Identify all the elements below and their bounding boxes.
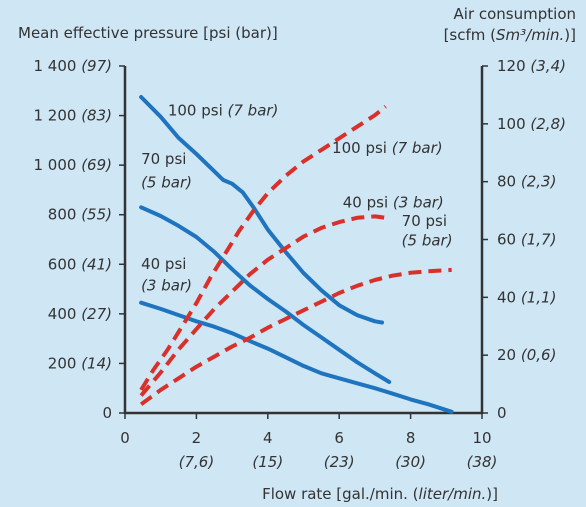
annotation-main: 70 psi: [141, 150, 186, 168]
left-tick-label: 1 000 (69): [33, 156, 112, 174]
series-annotation: 40 psi: [141, 255, 186, 273]
x-tick-label: 4: [263, 429, 273, 447]
left-tick-label: 1 400 (97): [33, 57, 112, 75]
tick-sub: (1,7): [516, 231, 556, 249]
left-tick-label: 200 (14): [48, 354, 112, 372]
x-tick-sublabel: (30): [395, 453, 426, 471]
series-annotation: 70 psi: [141, 150, 186, 168]
tick-main: 120: [497, 57, 526, 75]
tick-main: 1 400: [33, 57, 76, 75]
tick-main: 200: [48, 354, 77, 372]
label-part: Flow rate [gal./min. (: [262, 485, 418, 503]
tick-main: 0: [102, 404, 112, 422]
tick-sub: (83): [76, 107, 112, 125]
tick-sub: (2,8): [526, 115, 566, 133]
tick-main: 60: [497, 231, 516, 249]
x-tick-sublabel: (38): [467, 453, 498, 471]
tick-main: 80: [497, 173, 516, 191]
right-tick-label: 60 (1,7): [497, 231, 556, 249]
annotation-main: 70 psi: [402, 212, 447, 230]
label-part-italic: liter/min.: [419, 485, 487, 503]
x-tick-sublabel: (15): [252, 453, 283, 471]
pressure-line-1: [139, 95, 384, 325]
pressure-line-2: [139, 205, 392, 384]
tick-main: 1 000: [33, 156, 76, 174]
series-annotation: 40 psi (3 bar): [343, 193, 444, 211]
right-tick-label: 40 (1,1): [497, 288, 556, 306]
tick-main: 0: [497, 404, 507, 422]
tick-sub: (1,1): [516, 288, 556, 306]
label-part: )]: [564, 26, 576, 44]
tick-main: 20: [497, 346, 516, 364]
x-tick-label: 2: [192, 429, 202, 447]
tick-main: 800: [48, 206, 77, 224]
left-tick-label: 400 (27): [48, 305, 112, 323]
annotation-italic: (5 bar): [402, 232, 453, 250]
tick-main: 600: [48, 255, 77, 273]
tick-sub: (0,6): [516, 346, 556, 364]
label-part: )]: [486, 485, 498, 503]
tick-main: 40: [497, 288, 516, 306]
air-consumption-line-6: [139, 267, 452, 406]
series-annotation: (3 bar): [141, 276, 192, 294]
annotation-main: 100 psi: [332, 139, 387, 157]
annotation-main: 40 psi: [343, 193, 388, 211]
x-tick-label: 6: [334, 429, 344, 447]
left-tick-label: 1 200 (83): [33, 107, 112, 125]
left-tick-label: 600 (41): [48, 255, 112, 273]
annotation-main: 100 psi: [168, 102, 223, 120]
tick-sub: (41): [76, 255, 112, 273]
label-part: [scfm (: [444, 26, 496, 44]
series-annotation: 100 psi (7 bar): [168, 102, 279, 120]
annotation-italic: (5 bar): [141, 173, 192, 191]
series-annotation: 100 psi (7 bar): [332, 139, 443, 157]
tick-sub: (2,3): [516, 173, 556, 191]
air-consumption-line-5: [139, 214, 386, 397]
x-tick-sublabel: (7,6): [179, 453, 215, 471]
tick-sub: (69): [76, 156, 112, 174]
series-annotation: (5 bar): [402, 232, 453, 250]
right-tick-label: 100 (2,8): [497, 115, 566, 133]
right-tick-label: 120 (3,4): [497, 57, 566, 75]
annotation-italic: (7 bar): [387, 139, 443, 157]
x-axis-label: Flow rate [gal./min. (liter/min.)]: [262, 485, 498, 503]
tick-sub: (97): [76, 57, 112, 75]
label-part-italic: Sm³/min.: [496, 26, 564, 44]
tick-sub: (3,4): [526, 57, 566, 75]
left-axis-label: Mean effective pressure [psi (bar)]: [18, 24, 278, 42]
annotation-italic: (3 bar): [388, 193, 444, 211]
x-tick-sublabel: (23): [324, 453, 355, 471]
right-tick-label: 20 (0,6): [497, 346, 556, 364]
x-tick-label: 8: [406, 429, 416, 447]
annotation-italic: (7 bar): [223, 102, 279, 120]
x-tick-label: 10: [472, 429, 491, 447]
right-tick-label: 0: [497, 404, 507, 422]
left-tick-label: 800 (55): [48, 206, 112, 224]
tick-sub: (55): [76, 206, 112, 224]
left-tick-label: 0: [102, 404, 112, 422]
annotation-italic: (3 bar): [141, 276, 192, 294]
series-group: [139, 95, 454, 414]
right-axis-label-line2: [scfm (Sm³/min.)]: [444, 26, 576, 44]
right-axis-label-line1: Air consumption: [454, 5, 576, 23]
series-annotation: (5 bar): [141, 173, 192, 191]
tick-main: 100: [497, 115, 526, 133]
tick-main: 1 200: [33, 107, 76, 125]
air-consumption-line-4: [139, 104, 387, 391]
tick-sub: (27): [76, 305, 112, 323]
x-tick-label: 0: [120, 429, 130, 447]
annotation-main: 40 psi: [141, 255, 186, 273]
series-annotation: 70 psi: [402, 212, 447, 230]
tick-main: 400: [48, 305, 77, 323]
pressure-line-3: [139, 300, 454, 414]
tick-sub: (14): [76, 354, 112, 372]
right-tick-label: 80 (2,3): [497, 173, 556, 191]
annotations: 100 psi (7 bar)70 psi(5 bar)40 psi(3 bar…: [141, 102, 453, 295]
